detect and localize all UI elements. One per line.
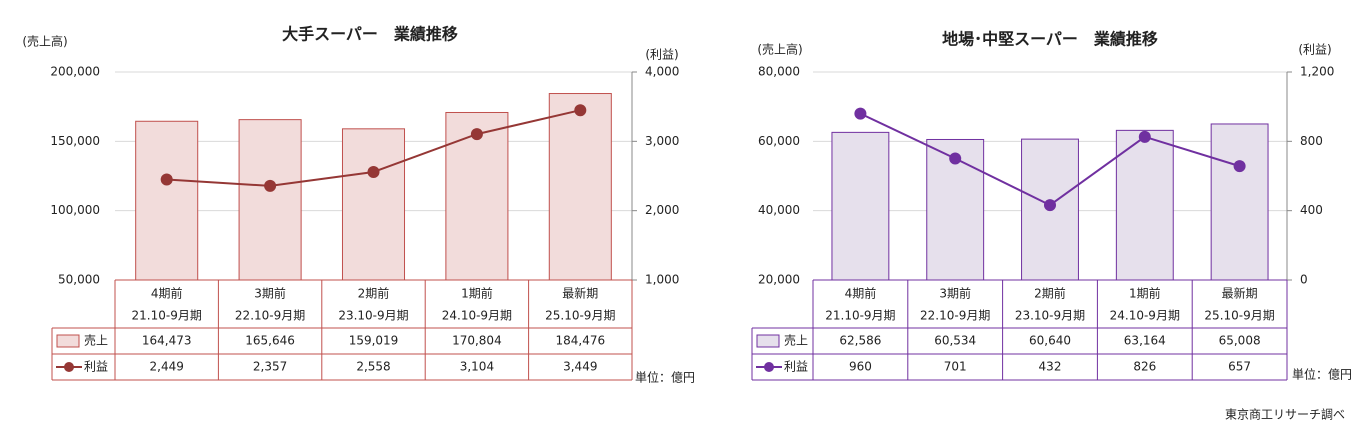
period-label: 25.10-9月期 — [545, 309, 615, 323]
legend-label: 売上 — [784, 333, 808, 348]
y-tick-label: 40,000 — [758, 203, 800, 217]
bar — [548, 93, 612, 281]
bar — [1115, 129, 1174, 281]
line-marker — [470, 128, 483, 141]
bar — [831, 131, 890, 281]
y2-tick-label: 0 — [1300, 273, 1308, 287]
period-label: 21.10-9月期 — [132, 309, 202, 323]
value-label: 2,558 — [356, 360, 390, 374]
chart-title: 大手スーパー 業績推移 — [282, 25, 458, 44]
value-label: 165,646 — [245, 334, 295, 348]
value-label: 184,476 — [555, 334, 605, 348]
category-label: 3期前 — [939, 286, 971, 301]
value-label: 657 — [1228, 360, 1251, 374]
period-label: 25.10-9月期 — [1204, 309, 1274, 323]
unit-label: 単位：億円 — [1292, 367, 1352, 382]
category-label: 2期前 — [1034, 286, 1066, 301]
line-marker — [1044, 199, 1056, 212]
category-label: 2期前 — [358, 286, 390, 301]
legend-swatch — [56, 334, 80, 348]
y2-tick-label: 1,200 — [1300, 65, 1334, 79]
line-marker — [264, 179, 277, 192]
y-tick-label: 200,000 — [50, 65, 100, 79]
line-marker — [1233, 160, 1246, 173]
value-label: 3,104 — [460, 360, 494, 374]
period-label: 23.10-9月期 — [1015, 309, 1085, 323]
y-axis-label: (売上高) — [22, 34, 67, 49]
y-tick-label: 100,000 — [50, 203, 100, 217]
value-label: 2,357 — [253, 360, 287, 374]
bar — [238, 119, 302, 281]
bar — [1210, 123, 1269, 281]
period-label: 22.10-9月期 — [235, 309, 305, 323]
line-marker — [1138, 130, 1151, 143]
legend-label: 利益 — [784, 360, 808, 374]
period-label: 23.10-9月期 — [338, 309, 408, 323]
bar — [445, 111, 509, 281]
period-label: 22.10-9月期 — [920, 309, 990, 323]
category-label: 最新期 — [562, 286, 598, 301]
legend-marker — [764, 362, 774, 372]
y-tick-label: 20,000 — [758, 273, 800, 287]
value-label: 3,449 — [563, 360, 597, 374]
y-tick-label: 50,000 — [58, 273, 100, 287]
value-label: 62,586 — [839, 334, 881, 348]
y-tick-label: 80,000 — [758, 65, 800, 79]
y-tick-label: 60,000 — [758, 134, 800, 148]
category-label: 1期前 — [1129, 286, 1161, 301]
legend-marker — [64, 362, 74, 372]
line-marker — [949, 152, 962, 165]
category-label: 3期前 — [254, 286, 286, 301]
category-label: 4期前 — [151, 286, 183, 301]
y2-tick-label: 800 — [1300, 134, 1323, 148]
value-label: 960 — [849, 360, 872, 374]
period-label: 21.10-9月期 — [825, 309, 895, 323]
value-label: 60,534 — [934, 334, 976, 348]
bar — [135, 120, 199, 281]
y2-axis-label: (利益) — [1298, 43, 1331, 57]
line-marker — [854, 107, 867, 120]
y2-tick-label: 2,000 — [645, 203, 679, 217]
y2-tick-label: 1,000 — [645, 273, 679, 287]
period-label: 24.10-9月期 — [1110, 309, 1180, 323]
legend-label: 利益 — [84, 360, 108, 374]
legend-swatch — [756, 334, 780, 348]
category-label: 1期前 — [461, 286, 493, 301]
y2-tick-label: 400 — [1300, 203, 1323, 217]
legend-label: 売上 — [84, 333, 108, 348]
value-label: 60,640 — [1029, 334, 1071, 348]
line-marker — [367, 165, 380, 178]
chart-title: 地場･中堅スーパー 業績推移 — [942, 30, 1158, 49]
category-label: 最新期 — [1222, 286, 1258, 301]
value-label: 432 — [1039, 360, 1062, 374]
y-axis-label: (売上高) — [757, 42, 802, 57]
line-marker — [574, 104, 587, 117]
value-label: 159,019 — [349, 334, 399, 348]
bar — [341, 128, 406, 281]
value-label: 63,164 — [1124, 334, 1166, 348]
period-label: 24.10-9月期 — [442, 309, 512, 323]
value-label: 164,473 — [142, 334, 192, 348]
unit-label: 単位：億円 — [635, 370, 695, 385]
source: 東京商工リサーチ調べ — [1225, 407, 1345, 422]
y2-axis-label: (利益) — [645, 48, 678, 62]
y-tick-label: 150,000 — [50, 134, 100, 148]
y2-tick-label: 3,000 — [645, 134, 679, 148]
value-label: 826 — [1133, 360, 1156, 374]
line-marker — [160, 173, 173, 186]
value-label: 701 — [944, 360, 967, 374]
category-label: 4期前 — [845, 286, 877, 301]
value-label: 170,804 — [452, 334, 502, 348]
value-label: 65,008 — [1219, 334, 1261, 348]
y2-tick-label: 4,000 — [645, 65, 679, 79]
value-label: 2,449 — [150, 360, 184, 374]
